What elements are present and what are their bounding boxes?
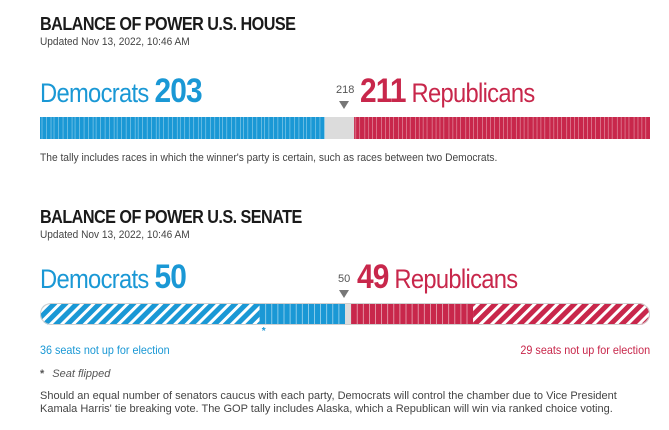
senate-title: BALANCE OF POWER U.S. SENATE	[40, 207, 302, 227]
house-updated: Updated Nov 13, 2022, 10:46 AM	[40, 36, 190, 48]
senate-rep-not-up: 29 seats not up for election	[520, 343, 650, 357]
house-majority-label: 218	[336, 84, 355, 96]
house-rep-segment	[354, 117, 650, 139]
senate-rep-count: 49	[357, 258, 389, 296]
house-section: BALANCE OF POWER U.S. HOUSE Updated Nov …	[40, 14, 650, 164]
senate-majority-marker	[339, 290, 349, 298]
house-dem-label: Democrats 203	[40, 72, 203, 111]
senate-rep-name: Republicans	[394, 264, 518, 294]
senate-dem-not-up-segment	[40, 303, 260, 325]
senate-footer: Should an equal number of senators caucu…	[40, 390, 617, 415]
house-rep-count: 211	[360, 72, 407, 110]
senate-rep-label: 49 Republicans	[357, 258, 518, 297]
senate-flipped-marker: *	[262, 326, 266, 337]
house-rep-label: 211 Republicans	[360, 72, 535, 111]
house-title: BALANCE OF POWER U.S. HOUSE	[40, 14, 296, 34]
senate-updated: Updated Nov 13, 2022, 10:46 AM	[40, 229, 190, 241]
house-dem-segment	[40, 117, 325, 139]
flipped-star-icon: *	[40, 368, 45, 380]
senate-majority-label: 50	[338, 273, 351, 285]
house-dem-dividers	[41, 117, 325, 139]
senate-rep-not-up-segment	[473, 303, 650, 325]
senate-dem-not-up: 36 seats not up for election	[40, 343, 170, 357]
house-rep-dividers	[355, 117, 647, 139]
senate-dem-label: Democrats 50	[40, 258, 187, 297]
flipped-label: Seat flipped	[52, 368, 111, 380]
senate-section: BALANCE OF POWER U.S. SENATE Updated Nov…	[40, 207, 650, 422]
senate-bar-outline	[40, 303, 650, 325]
senate-dem-count: 50	[154, 258, 186, 296]
senate-bar: *	[40, 303, 650, 337]
flipped-legend: * Seat flipped	[40, 368, 110, 380]
house-rep-name: Republicans	[411, 78, 536, 108]
house-dem-count: 203	[154, 72, 202, 110]
house-majority-marker	[339, 101, 349, 109]
house-note: The tally includes races in which the wi…	[40, 152, 498, 164]
senate-dem-name: Democrats	[40, 264, 149, 294]
house-bar	[40, 117, 650, 139]
house-dem-name: Democrats	[40, 78, 149, 108]
senate-seat-dividers	[265, 303, 468, 325]
